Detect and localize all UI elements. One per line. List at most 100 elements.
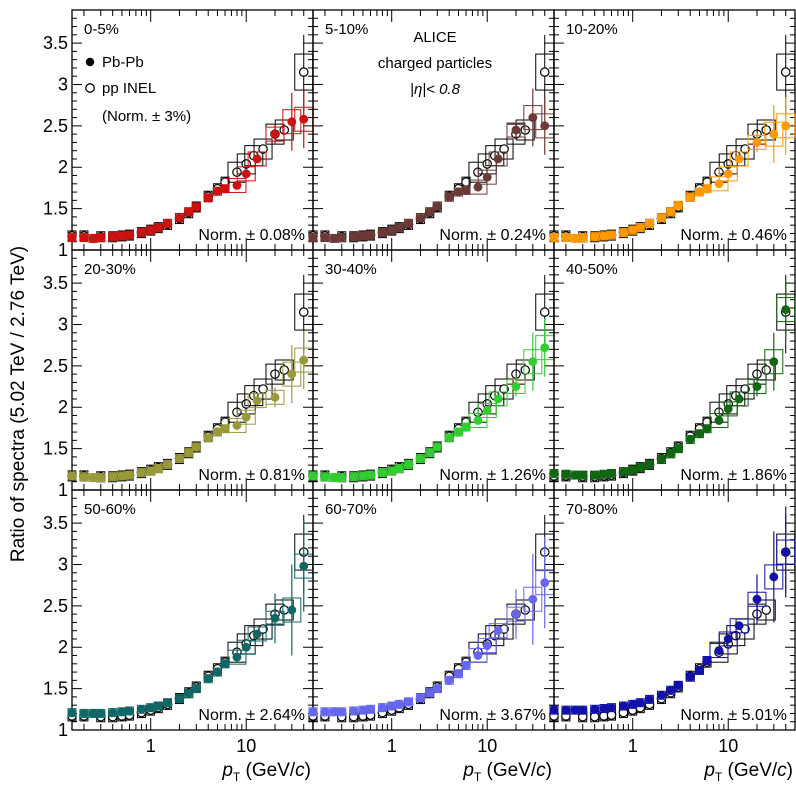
pbpb-point [96, 708, 106, 718]
pbpb-point [320, 233, 330, 243]
pbpb-point [358, 231, 368, 241]
pbpb-point [387, 225, 397, 235]
pbpb-point [366, 230, 375, 240]
pbpb-point [695, 429, 704, 439]
pbpb-syst-box [488, 151, 508, 167]
centrality-label: 20-30% [84, 261, 136, 278]
panel-5-10%: 5-10% Norm. ± 0.24% [308, 9, 555, 251]
x-tick-label: 1 [628, 736, 638, 756]
pbpb-point [432, 684, 442, 694]
pp-point [482, 159, 493, 169]
pbpb-point [685, 192, 695, 202]
pbpb-point [191, 442, 201, 452]
pbpb-point [184, 207, 194, 217]
panel-frame [553, 489, 796, 731]
pbpb-point [191, 684, 201, 694]
pbpb-point [645, 219, 654, 228]
pbpb-point [549, 705, 559, 715]
pbpb-point [590, 470, 600, 480]
norm-label: Norm. ± 0.46% [680, 227, 787, 244]
pbpb-syst-box [729, 151, 749, 167]
pbpb-point [781, 547, 791, 557]
panel-60-70%: 1 10 60-70% Norm. ± 3.67% [308, 489, 555, 756]
experiment-particles: charged particles [378, 55, 492, 72]
pbpb-point [358, 471, 368, 481]
pbpb-point [387, 701, 397, 711]
pbpb-point [769, 129, 779, 139]
pbpb-point [203, 674, 213, 684]
y-tick-label: 2.5 [43, 116, 68, 136]
pbpb-point [511, 382, 521, 392]
pbpb-point [528, 113, 538, 123]
pbpb-point [320, 707, 330, 717]
pbpb-point [252, 154, 262, 164]
pbpb-point [270, 129, 280, 139]
pbpb-point [184, 448, 194, 458]
pbpb-syst-box [488, 623, 508, 639]
pbpb-point [657, 690, 666, 700]
centrality-label: 5-10% [325, 21, 368, 38]
pbpb-point [695, 187, 704, 197]
experiment-eta: |η|< 0.8 [410, 81, 461, 98]
pbpb-point [781, 121, 791, 131]
pp-syst-box [253, 378, 273, 400]
pbpb-point [203, 433, 213, 443]
pbpb-point [287, 605, 297, 615]
pbpb-point [781, 305, 791, 315]
pbpb-point [184, 689, 194, 699]
pbpb-point [191, 202, 201, 212]
pbpb-point [394, 223, 404, 233]
pbpb-point [493, 626, 503, 636]
pbpb-point [79, 472, 89, 482]
pbpb-point [153, 701, 163, 711]
panel-10-20%: 10-20% Norm. ± 0.46% [549, 9, 796, 251]
pp-point [241, 399, 252, 409]
pbpb-point [493, 154, 503, 164]
pbpb-point [404, 697, 413, 707]
pbpb-point [394, 699, 404, 709]
pbpb-point [108, 232, 118, 242]
y-axis-title: Ratio of spectra (5.02 TeV / 2.76 TeV) [8, 246, 29, 562]
pbpb-point [628, 225, 638, 235]
pp-point [520, 365, 531, 375]
pbpb-point [695, 665, 704, 675]
pbpb-point [702, 656, 712, 665]
pbpb-syst-box [236, 639, 256, 655]
y-tick-label: 3 [58, 554, 68, 574]
pbpb-point [482, 641, 492, 651]
y-tick-label: 2 [58, 637, 68, 657]
pp-point [740, 384, 750, 394]
y-tick-label: 2.5 [43, 356, 68, 376]
pbpb-point [673, 680, 683, 690]
pbpb-point [561, 705, 571, 715]
pbpb-point [270, 613, 280, 623]
pbpb-point [666, 685, 676, 695]
pbpb-point [153, 223, 163, 233]
y-tick-label: 1 [58, 720, 68, 740]
norm-label: Norm. ± 3.67% [439, 707, 546, 724]
pbpb-point [163, 459, 172, 469]
x-axis-title: pT (GeV/c) [462, 760, 552, 784]
pbpb-point [714, 646, 724, 656]
pbpb-point [308, 233, 318, 243]
pbpb-syst-box [247, 626, 267, 642]
pbpb-point [607, 230, 616, 240]
pbpb-point [136, 704, 146, 714]
pbpb-point [125, 230, 134, 240]
pbpb-point [337, 707, 347, 717]
pp-point [589, 711, 600, 722]
pbpb-point [599, 231, 609, 241]
pbpb-point [287, 369, 297, 379]
pbpb-point [628, 465, 638, 475]
pbpb-point [404, 459, 413, 469]
panel-grid: 1 1.5 2 2.5 3 3.5 0-5% Norm. ± 0.08% 5-10% Norm. … [43, 9, 796, 756]
centrality-label: 30-40% [325, 261, 377, 278]
pbpb-point [366, 470, 375, 480]
x-axis-titles: pT (GeV/c) pT (GeV/c) pT (GeV/c) [221, 760, 793, 784]
centrality-label: 0-5% [84, 21, 119, 38]
pbpb-point [349, 472, 359, 482]
pbpb-legend-label: Pb-Pb [102, 54, 144, 71]
pp-point [279, 365, 290, 375]
x-axis-title: pT (GeV/c) [703, 760, 793, 784]
